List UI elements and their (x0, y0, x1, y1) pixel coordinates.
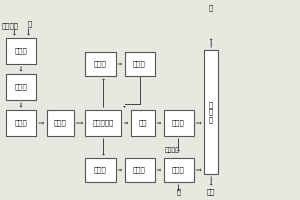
Bar (85, 52, 116, 76)
Bar (164, 158, 194, 182)
Text: 储液槽: 储液槽 (94, 61, 107, 67)
Bar (85, 158, 116, 182)
Text: 破碎机: 破碎机 (15, 84, 27, 90)
Bar (124, 52, 154, 76)
Text: 蒸发器: 蒸发器 (172, 167, 185, 173)
Text: 料浆泵: 料浆泵 (54, 120, 66, 126)
Text: 滤液泵: 滤液泵 (133, 167, 146, 173)
Bar (130, 110, 154, 136)
Text: 精
制
等: 精 制 等 (209, 101, 213, 123)
Bar (6, 74, 36, 100)
Text: 循环泵: 循环泵 (133, 61, 146, 67)
Text: 水: 水 (209, 5, 213, 11)
Text: 干燥机: 干燥机 (172, 120, 185, 126)
Text: 洗涤: 洗涤 (138, 120, 147, 126)
Bar (85, 110, 122, 136)
Bar (46, 110, 74, 136)
Text: 打浆槽: 打浆槽 (15, 120, 27, 126)
Text: 芳纶制件: 芳纶制件 (164, 147, 179, 153)
Text: 芳纶废料: 芳纶废料 (2, 23, 19, 29)
Text: 压力过滤机: 压力过滤机 (93, 120, 114, 126)
Bar (164, 110, 194, 136)
Bar (124, 158, 154, 182)
Text: 溶剂: 溶剂 (207, 189, 215, 195)
Text: 滤液槽: 滤液槽 (94, 167, 107, 173)
Bar (6, 38, 36, 64)
Text: 水: 水 (27, 21, 32, 27)
Bar (204, 50, 218, 174)
Text: 混合机: 混合机 (15, 48, 27, 54)
Bar (6, 110, 36, 136)
Text: 盐: 盐 (176, 189, 181, 195)
